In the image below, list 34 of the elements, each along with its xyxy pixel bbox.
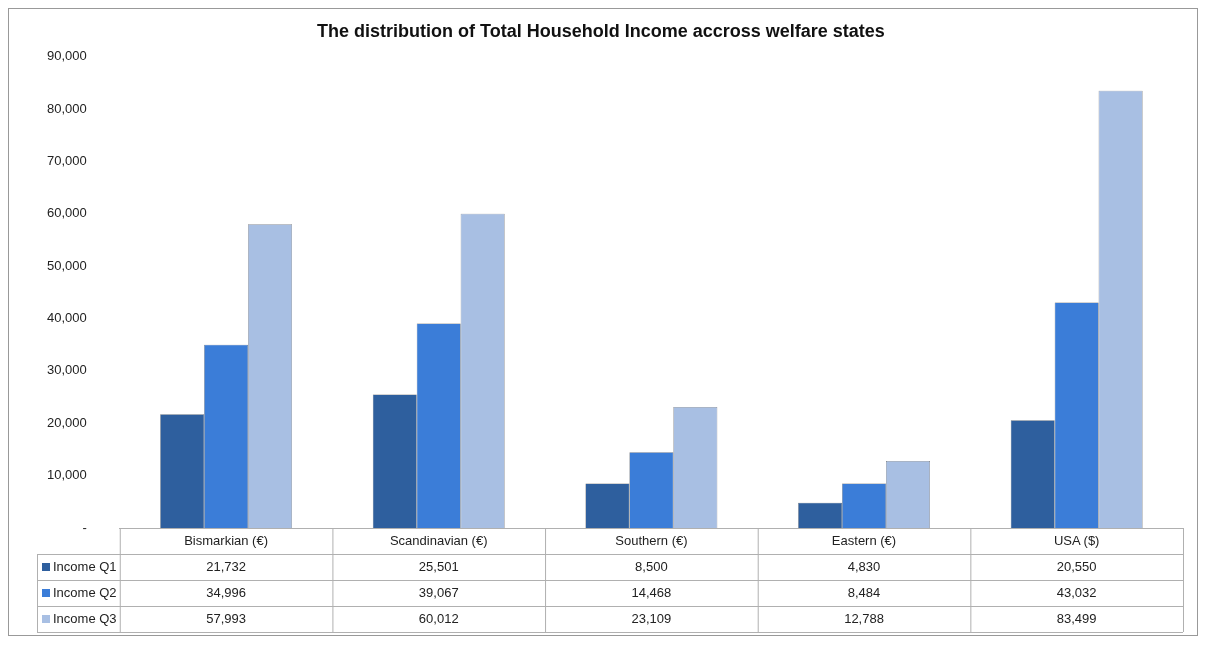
data-label: 20,550 xyxy=(1056,558,1097,574)
data-label: 83,499 xyxy=(1056,610,1097,626)
data-label: 60,012 xyxy=(418,610,459,626)
chart-title: The distribution of Total Household Income accross welfare states xyxy=(317,20,885,41)
data-label: 12,788 xyxy=(844,610,884,626)
y-tick-label: 20,000 xyxy=(47,414,87,430)
data-label: 43,032 xyxy=(1056,584,1097,600)
y-tick-label: 90,000 xyxy=(47,48,87,64)
data-label: 8,500 xyxy=(635,558,668,574)
data-label: 39,067 xyxy=(418,584,459,600)
x-tick-label: USA ($) xyxy=(1053,532,1100,548)
y-tick-label: - xyxy=(82,519,87,535)
y-tick-label: 50,000 xyxy=(47,257,87,273)
data-label: 8,484 xyxy=(847,584,881,600)
legend-label: Income Q3 xyxy=(53,610,117,626)
y-tick-label: 80,000 xyxy=(47,100,87,116)
legend-label: Income Q2 xyxy=(53,584,117,600)
x-tick-label: Eastern (€) xyxy=(831,532,897,548)
data-label: 4,830 xyxy=(847,558,881,574)
y-tick-label: 40,000 xyxy=(47,310,87,326)
y-tick-label: 70,000 xyxy=(47,152,87,168)
x-tick-label: Bismarkian (€) xyxy=(184,532,268,548)
y-tick-label: 30,000 xyxy=(47,362,87,378)
data-label: 23,109 xyxy=(631,610,672,626)
x-tick-label: Southern (€) xyxy=(615,532,688,548)
x-tick-label: Scandinavian (€) xyxy=(389,532,488,548)
legend-label: Income Q1 xyxy=(53,558,117,574)
data-label: 14,468 xyxy=(631,584,672,600)
y-tick-label: 60,000 xyxy=(47,205,87,221)
data-label: 25,501 xyxy=(418,558,459,574)
y-tick-label: 10,000 xyxy=(47,467,87,483)
data-label: 34,996 xyxy=(206,584,246,600)
data-label: 57,993 xyxy=(206,610,246,626)
data-label: 21,732 xyxy=(206,558,246,574)
